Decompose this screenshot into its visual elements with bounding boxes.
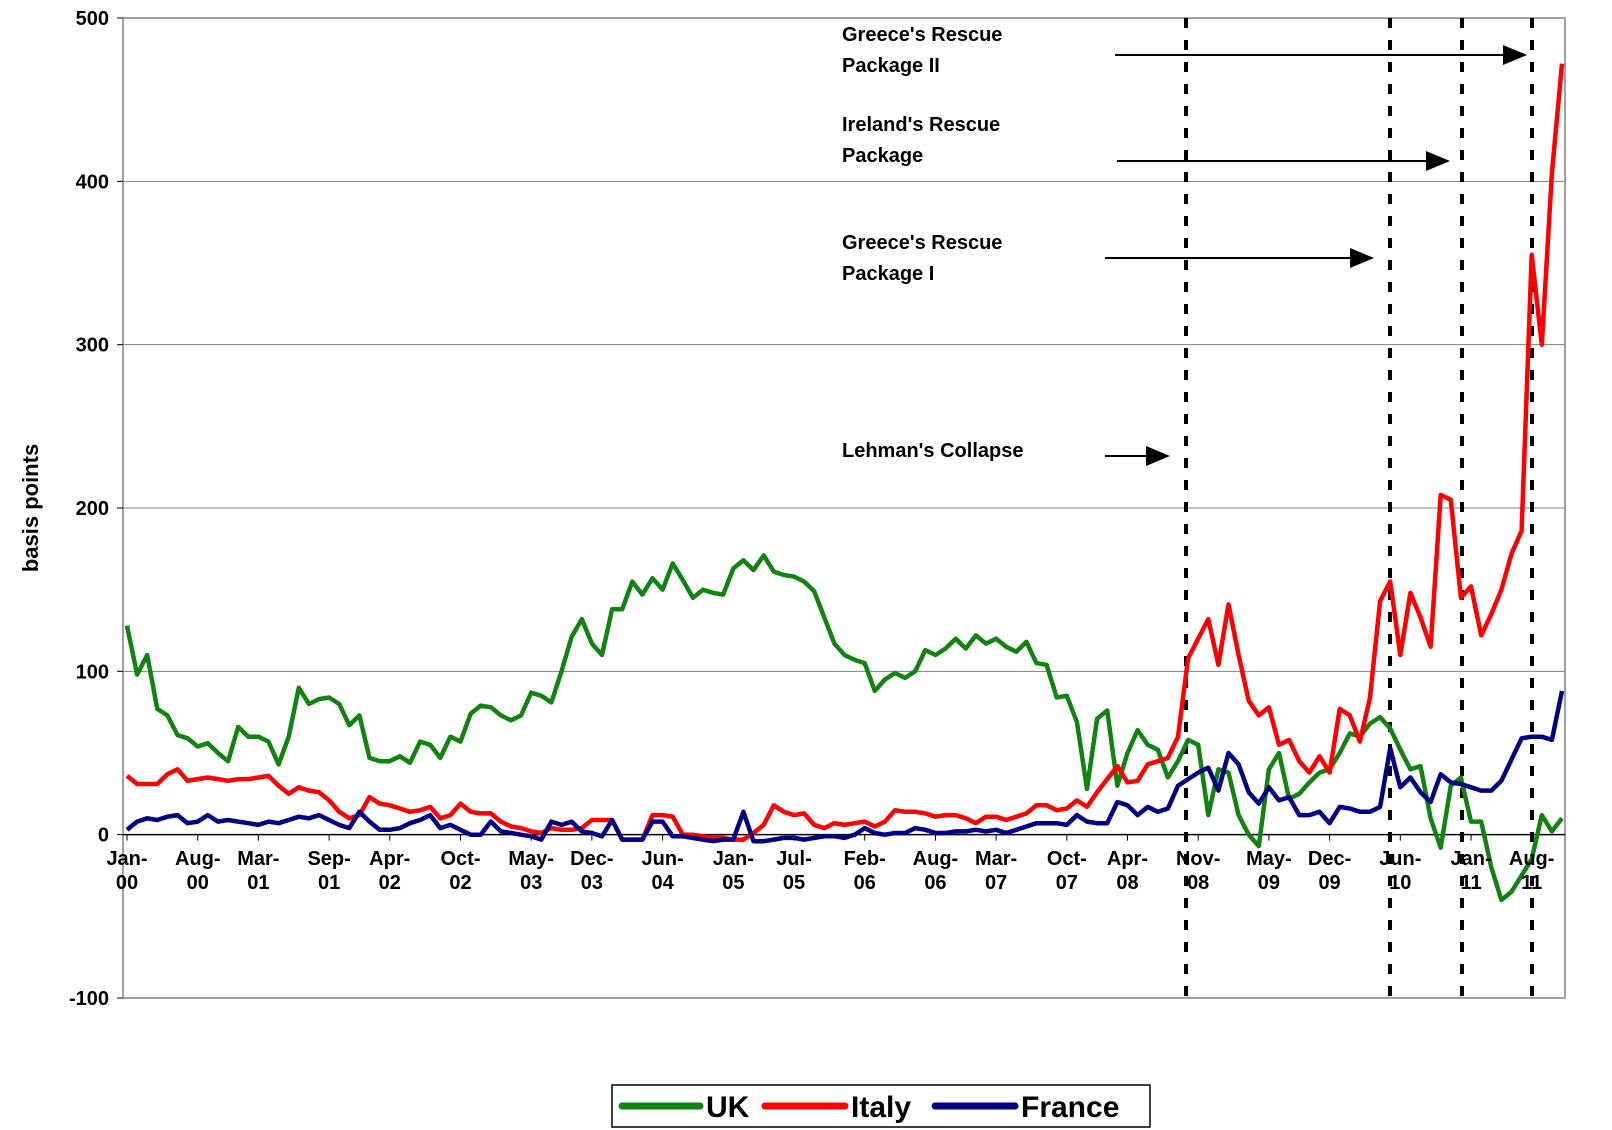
x-tick-label: Mar-07 xyxy=(974,847,1018,894)
y-tick-label: 200 xyxy=(76,498,109,520)
x-tick-label: Jul-05 xyxy=(776,847,812,894)
x-tick-label: Dec-09 xyxy=(1307,847,1352,894)
series-line xyxy=(124,553,1564,903)
x-tick-label: Jun-04 xyxy=(641,847,684,894)
x-tick-label: Feb-06 xyxy=(843,847,886,894)
y-tick-label: 400 xyxy=(76,171,109,193)
x-tick-label: Sep-01 xyxy=(307,847,351,894)
x-tick-label: Aug-00 xyxy=(174,847,221,894)
event-lines xyxy=(1184,18,1534,998)
y-tick-label: 0 xyxy=(98,825,109,847)
legend-label: France xyxy=(1021,1091,1119,1124)
y-tick-label: 500 xyxy=(76,8,109,30)
x-tick-label: Apr-08 xyxy=(1106,847,1148,894)
y-axis-label: basis points xyxy=(18,444,43,572)
legend-label: UK xyxy=(706,1091,750,1124)
x-tick-label: Nov-08 xyxy=(1175,847,1221,894)
annotation: Greece's Rescue Package II xyxy=(842,24,1003,77)
arrows xyxy=(1105,45,1527,466)
grid xyxy=(117,17,1565,999)
x-tick-label: Aug-11 xyxy=(1508,847,1555,894)
x-tick-label: Oct-02 xyxy=(440,847,481,894)
x-tick-label: May-03 xyxy=(508,847,554,894)
annotation: Greece's Rescue Package I xyxy=(842,232,1003,285)
x-tick-label: Jan-05 xyxy=(712,847,754,894)
x-tick-label: Aug-06 xyxy=(912,847,959,894)
y-tick-label: -100 xyxy=(69,988,109,1010)
x-tick-label: Dec-03 xyxy=(570,847,614,894)
x-tick-label: Jun-10 xyxy=(1379,847,1422,894)
x-tick-label: Jan-11 xyxy=(1450,847,1492,894)
x-tick-label: Mar-01 xyxy=(237,847,280,894)
legend-label: Italy xyxy=(851,1091,911,1124)
x-tick-label: Oct-07 xyxy=(1046,847,1087,894)
y-tick-label: 300 xyxy=(76,335,109,357)
series-line xyxy=(125,690,1565,844)
x-tick-label: Jan-00 xyxy=(106,847,148,894)
x-tick-label: Apr-02 xyxy=(369,847,411,894)
y-tick-label: 100 xyxy=(76,661,109,683)
annotation: Ireland's Rescue Package xyxy=(842,114,1001,167)
x-tick-label: May-09 xyxy=(1246,847,1292,894)
series-line xyxy=(125,63,1565,842)
annotation: Lehman's Collapse xyxy=(842,440,1024,462)
